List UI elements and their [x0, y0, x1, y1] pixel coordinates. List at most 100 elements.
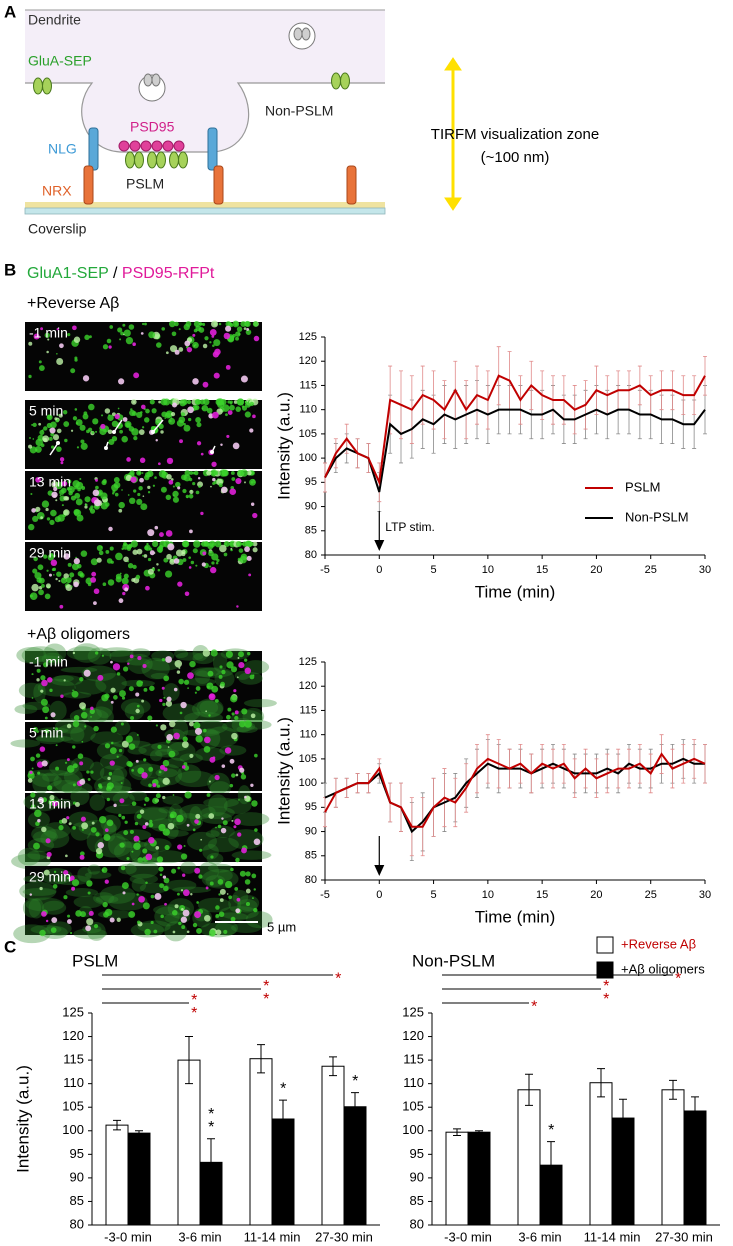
image-speckle — [188, 493, 194, 499]
image-speckle — [47, 677, 53, 683]
image-speckle — [168, 479, 174, 485]
image-haze — [31, 773, 62, 788]
image-speckle — [60, 461, 64, 465]
image-speckle — [196, 441, 202, 446]
image-speckle — [145, 585, 150, 591]
image-speckle — [102, 582, 107, 587]
image-speckle — [199, 848, 203, 852]
image-speckle — [115, 552, 123, 561]
image-speckle — [33, 842, 40, 850]
error-bar — [669, 1079, 677, 1100]
annotation: LTP stim. — [385, 520, 435, 534]
image-speckle — [122, 591, 126, 596]
image-speckle — [246, 470, 252, 476]
image-speckle — [120, 722, 124, 726]
diagram-label: GluA-SEP — [28, 53, 92, 69]
image-speckle — [45, 507, 49, 512]
nlg — [207, 127, 218, 171]
image-speckle — [167, 746, 170, 748]
image-speckle — [229, 400, 233, 404]
image-speckle — [223, 332, 231, 340]
image-speckle — [155, 846, 160, 850]
image-speckle — [155, 793, 161, 799]
image-speckle — [172, 485, 175, 488]
image-speckle — [108, 345, 112, 349]
y-tick-label: 105 — [299, 753, 317, 765]
image-haze — [232, 890, 249, 905]
image-speckle — [118, 748, 123, 753]
bar — [661, 1089, 685, 1226]
image-speckle — [169, 419, 172, 423]
y-tick-label: 100 — [402, 1122, 424, 1137]
error-bar — [135, 1130, 143, 1136]
image-speckle — [33, 556, 38, 562]
image-speckle — [178, 678, 184, 685]
image-speckle — [75, 910, 82, 917]
image-speckle — [148, 822, 154, 828]
image-speckle — [147, 557, 152, 562]
psd95-protein — [118, 140, 130, 152]
image-speckle — [178, 328, 181, 331]
x-tick-label: 0 — [376, 564, 382, 576]
image-speckle — [120, 865, 126, 871]
panel-label: A — [4, 2, 16, 21]
significance-label: * — [347, 1073, 364, 1086]
image-speckle — [244, 400, 248, 404]
image-speckle — [91, 431, 95, 434]
y-tick-label: 120 — [62, 1028, 84, 1043]
image-speckle — [99, 427, 107, 436]
image-speckle — [220, 443, 223, 446]
image-speckle — [50, 559, 58, 567]
receptor — [169, 151, 179, 169]
image-speckle — [29, 592, 38, 600]
channel-separator: / — [113, 265, 118, 282]
image-speckle — [83, 669, 91, 677]
image-speckle — [253, 888, 256, 891]
image-speckle — [144, 322, 147, 326]
image-speckle — [103, 833, 111, 841]
image-speckle — [72, 689, 74, 692]
image-speckle — [76, 514, 84, 522]
image-speckle — [193, 321, 200, 327]
image-speckle — [138, 840, 141, 843]
image-speckle — [131, 801, 137, 806]
image-haze — [35, 735, 73, 742]
image-speckle — [75, 498, 83, 506]
image-speckle — [244, 667, 252, 675]
scale-bar-label: 5 µm — [267, 919, 296, 934]
image-speckle — [229, 488, 237, 496]
legend-label: +Aβ oligomers — [621, 961, 705, 976]
image-speckle — [187, 672, 194, 679]
image-speckle — [93, 725, 99, 732]
image-speckle — [119, 690, 126, 698]
image-haze — [87, 864, 101, 875]
image-speckle — [58, 579, 61, 583]
image-speckle — [240, 375, 248, 383]
image-haze — [21, 646, 60, 665]
image-haze — [145, 659, 181, 671]
image-speckle — [136, 734, 139, 736]
image-speckle — [67, 914, 71, 918]
image-speckle — [141, 699, 145, 703]
image-speckle — [169, 558, 176, 565]
image-speckle — [195, 417, 201, 423]
image-speckle — [200, 838, 203, 841]
image-speckle — [246, 555, 252, 562]
receptor — [134, 151, 144, 169]
image-speckle — [49, 519, 55, 525]
image-speckle — [145, 881, 148, 885]
image-speckle — [188, 556, 192, 559]
micrograph — [25, 722, 262, 791]
image-speckle — [100, 492, 108, 500]
image-speckle — [174, 659, 183, 668]
image-speckle — [163, 877, 170, 884]
image-speckle — [243, 658, 248, 662]
image-speckle — [230, 666, 238, 673]
significance-label: ** — [598, 978, 615, 1004]
image-speckle — [61, 504, 64, 507]
image-speckle — [142, 848, 148, 854]
image-speckle — [200, 511, 204, 516]
image-speckle — [209, 341, 212, 344]
image-speckle — [119, 842, 125, 848]
